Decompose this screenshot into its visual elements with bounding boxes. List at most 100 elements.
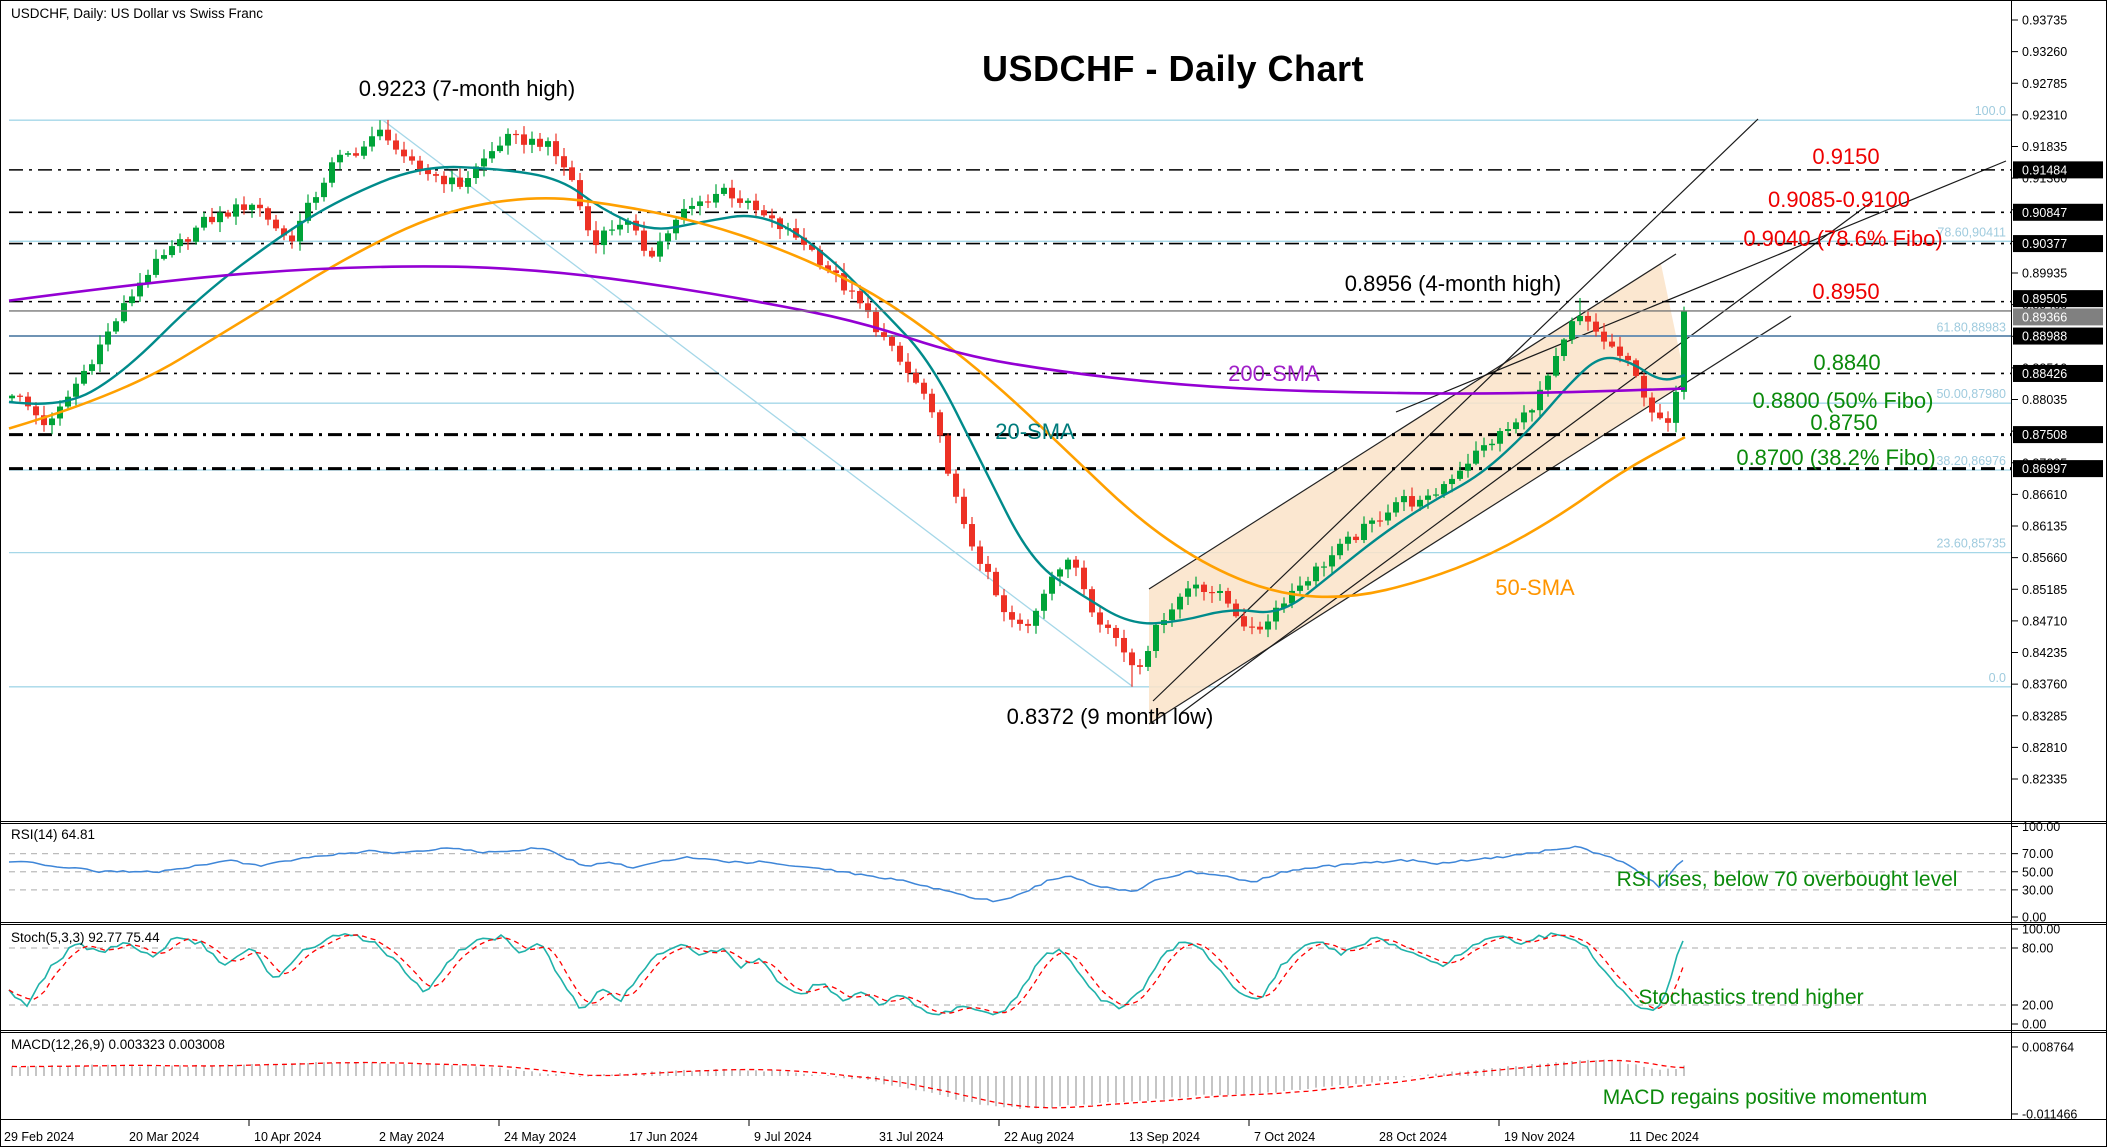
candle-down (265, 208, 271, 220)
candle-up (1449, 478, 1455, 485)
candle-down (969, 524, 975, 547)
level-badge-label: 0.88988 (2022, 330, 2067, 344)
candle-down (393, 140, 399, 150)
price-tick-label: 0.85185 (2022, 583, 2067, 597)
candle-up (1393, 502, 1399, 513)
fibo-label: 100.0 (1975, 104, 2006, 118)
candle-up (105, 331, 111, 345)
price-tick-label: 0.89935 (2022, 267, 2067, 281)
candle-down (1201, 584, 1207, 592)
candle-down (1081, 567, 1087, 590)
candle-up (1305, 581, 1311, 586)
price-tick-label: 0.92310 (2022, 108, 2067, 122)
candle-down (897, 345, 903, 362)
annotation-seven-month-high: 0.9223 (7-month high) (358, 76, 576, 101)
price-badge (2013, 235, 2103, 253)
candle-down (905, 361, 911, 373)
date-label: 2 May 2024 (379, 1130, 444, 1144)
date-label: 29 Feb 2024 (4, 1130, 74, 1144)
level-badge-label: 0.90847 (2022, 206, 2067, 220)
candle-up (153, 258, 159, 275)
candle-down (561, 156, 567, 168)
candle-up (1177, 596, 1183, 610)
candle-down (553, 141, 559, 157)
fibo-label: 78.60,90411 (1937, 225, 2006, 239)
fibo-label: 23.60,85735 (1936, 537, 2006, 551)
candle-up (1577, 315, 1583, 322)
candle-down (1097, 612, 1103, 625)
candle-up (1313, 566, 1319, 582)
candle-up (377, 129, 383, 137)
candle-down (281, 228, 287, 236)
candle-up (1561, 339, 1567, 357)
current-price-badge-label: 0.89366 (2022, 310, 2067, 324)
macd-annotation: MACD regains positive momentum (1602, 1086, 1928, 1109)
candle-up (321, 182, 327, 198)
candle-down (457, 177, 463, 187)
candle-down (185, 239, 191, 242)
candle-up (329, 162, 335, 183)
candle-up (1505, 429, 1511, 432)
price-tick-label: 0.86135 (2022, 520, 2067, 534)
candle-down (1001, 595, 1007, 613)
fibo-label: 0.0 (1989, 671, 2006, 685)
candle-up (473, 166, 479, 179)
candle-down (25, 396, 31, 407)
level-badge-label: 0.89505 (2022, 292, 2067, 306)
annotation-nine-month-low: 0.8372 (9 month low) (1006, 704, 1214, 729)
price-tick-label: 0.83760 (2022, 678, 2067, 692)
candle-down (769, 215, 775, 219)
candle-up (481, 158, 487, 167)
candle-down (1609, 341, 1615, 347)
level-label: 0.8950 (1812, 279, 1880, 304)
candle-down (825, 265, 831, 271)
candle-down (873, 311, 879, 333)
candle-down (801, 237, 807, 245)
candle-down (753, 200, 759, 211)
channel-upper-line (1148, 253, 1677, 590)
date-label: 19 Nov 2024 (1504, 1130, 1575, 1144)
level-badge-label: 0.88426 (2022, 367, 2067, 381)
candle-down (977, 546, 983, 564)
candle-up (1385, 512, 1391, 521)
price-tick-label: 0.92785 (2022, 77, 2067, 91)
candle-up (1481, 445, 1487, 451)
candle-up (201, 216, 207, 228)
candle-up (1513, 422, 1519, 430)
candle-up (1441, 484, 1447, 495)
candle-down (401, 149, 407, 157)
candle-down (1105, 624, 1111, 628)
candle-up (609, 229, 615, 231)
candle-down (1009, 612, 1015, 620)
level-badge-label: 0.87508 (2022, 428, 2067, 442)
price-tick-label: 0.93260 (2022, 45, 2067, 59)
rsi-annotation: RSI rises, below 70 overbought level (1616, 868, 1958, 891)
candle-up (1169, 609, 1175, 621)
candle-up (121, 303, 127, 322)
candle-down (537, 138, 543, 147)
candle-up (369, 136, 375, 147)
candle-down (521, 134, 527, 145)
candle-down (1593, 321, 1599, 332)
candle-up (1265, 621, 1271, 630)
candle-up (193, 227, 199, 242)
candle-up (1417, 499, 1423, 507)
price-tick-label: 0.84235 (2022, 646, 2067, 660)
candle-down (985, 563, 991, 572)
stoch-axis-label: 100.00 (2022, 923, 2060, 937)
stoch-axis-label: 20.00 (2022, 999, 2053, 1013)
candle-down (1657, 412, 1663, 419)
candle-up (1433, 494, 1439, 496)
stoch-axis-label: 80.00 (2022, 942, 2053, 956)
candle-down (585, 206, 591, 231)
candle-down (225, 212, 231, 217)
candle-down (921, 382, 927, 394)
candle-up (113, 321, 119, 332)
candle-up (1041, 593, 1047, 611)
candle-up (1553, 356, 1559, 376)
candle-down (1113, 627, 1119, 638)
candle-down (441, 175, 447, 185)
level-label: 0.8800 (50% Fibo) (1752, 388, 1934, 413)
candle-up (1465, 463, 1471, 471)
